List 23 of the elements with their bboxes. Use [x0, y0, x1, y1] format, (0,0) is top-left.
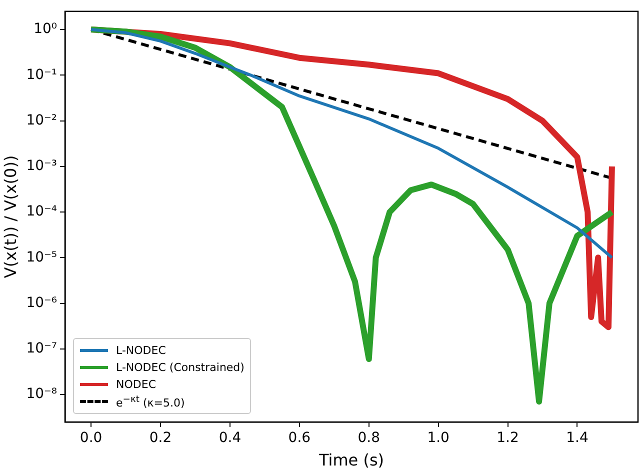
y-axis-title: V(x(t)) / V(x(0)) — [0, 155, 20, 278]
x-tick-label: 1.2 — [496, 430, 519, 446]
y-tick-label: 10⁰ — [34, 21, 58, 38]
y-tick-label: 10⁻² — [26, 112, 58, 128]
x-axis-title: Time (s) — [318, 450, 384, 470]
x-tick-label: 0.4 — [218, 430, 242, 446]
x-tick-label: 1.0 — [427, 430, 450, 446]
x-tick-label: 1.4 — [566, 430, 588, 446]
y-tick-label: 10⁻⁷ — [26, 340, 58, 357]
legend-label: L-NODEC (Constrained) — [116, 361, 244, 374]
legend-label: NODEC — [116, 378, 156, 391]
y-tick-label: 10⁻⁸ — [26, 386, 58, 402]
y-tick-label: 10⁻¹ — [26, 66, 58, 83]
x-tick-label: 0.8 — [358, 430, 380, 446]
y-tick-label: 10⁻⁴ — [26, 204, 58, 220]
x-tick-label: 0.6 — [288, 430, 311, 446]
y-tick-label: 10⁻⁶ — [26, 294, 58, 311]
y-tick-label: 10⁻⁵ — [26, 249, 58, 266]
x-tick-label: 0.2 — [149, 430, 172, 446]
y-tick-label: 10⁻³ — [26, 158, 58, 174]
legend-label: e$^{−κt}$ (κ=5.0) — [116, 394, 185, 410]
x-tick-label: 0.0 — [80, 430, 102, 446]
legend-label: L-NODEC — [116, 344, 166, 357]
